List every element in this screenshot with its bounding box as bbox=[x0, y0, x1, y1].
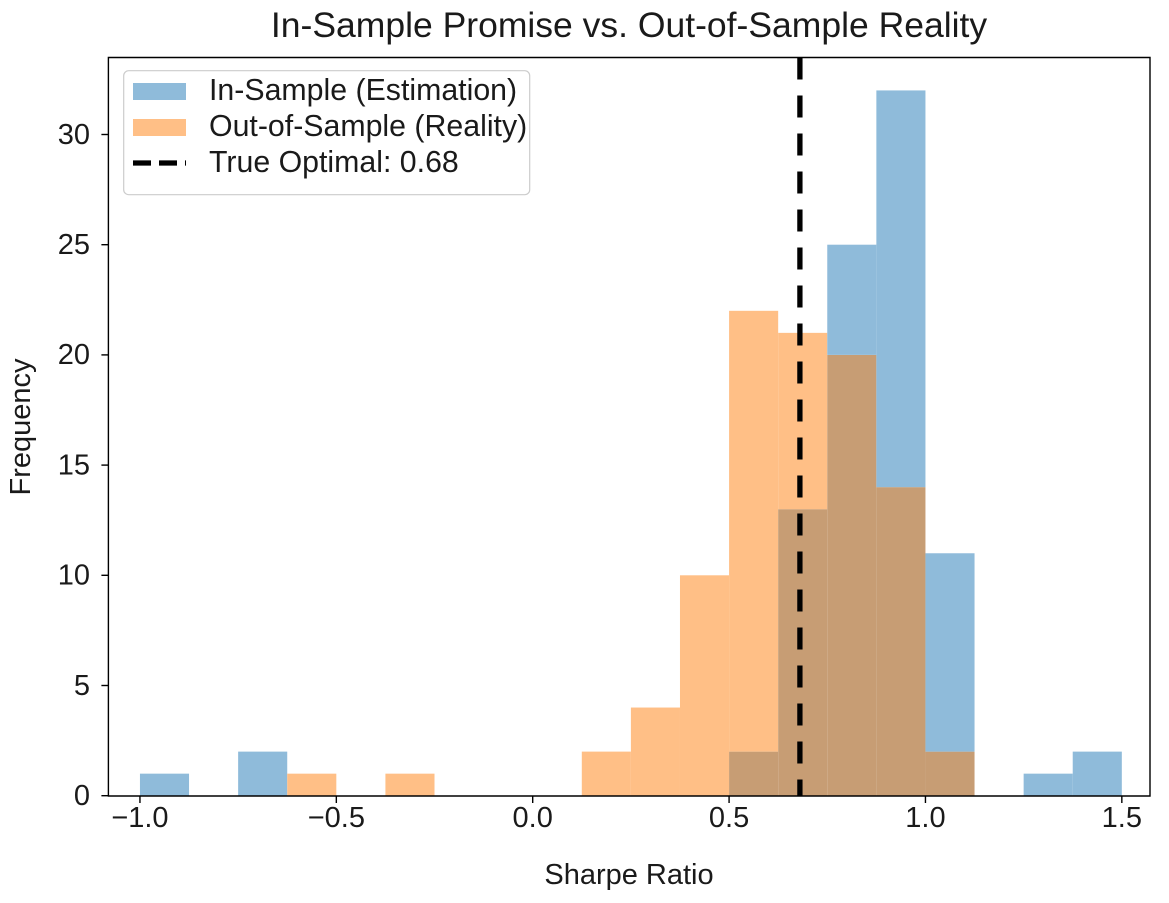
svg-text:−1.0: −1.0 bbox=[111, 802, 168, 834]
svg-text:Out-of-Sample (Reality): Out-of-Sample (Reality) bbox=[209, 110, 527, 143]
svg-text:20: 20 bbox=[58, 339, 90, 371]
svg-text:Sharpe Ratio: Sharpe Ratio bbox=[544, 859, 713, 891]
svg-text:5: 5 bbox=[74, 670, 90, 702]
svg-text:1.0: 1.0 bbox=[905, 802, 945, 834]
svg-text:1.5: 1.5 bbox=[1102, 802, 1142, 834]
svg-text:15: 15 bbox=[58, 449, 90, 481]
svg-text:0.5: 0.5 bbox=[709, 802, 749, 834]
svg-text:True Optimal: 0.68: True Optimal: 0.68 bbox=[209, 146, 459, 179]
svg-text:0.0: 0.0 bbox=[513, 802, 553, 834]
svg-text:In-Sample (Estimation): In-Sample (Estimation) bbox=[209, 74, 517, 107]
svg-text:In-Sample Promise vs. Out-of-S: In-Sample Promise vs. Out-of-Sample Real… bbox=[271, 5, 987, 45]
svg-text:Frequency: Frequency bbox=[5, 358, 37, 496]
svg-text:30: 30 bbox=[58, 119, 90, 151]
svg-text:25: 25 bbox=[58, 229, 90, 261]
svg-text:10: 10 bbox=[58, 560, 90, 592]
svg-text:−0.5: −0.5 bbox=[308, 802, 365, 834]
svg-text:0: 0 bbox=[74, 780, 90, 812]
